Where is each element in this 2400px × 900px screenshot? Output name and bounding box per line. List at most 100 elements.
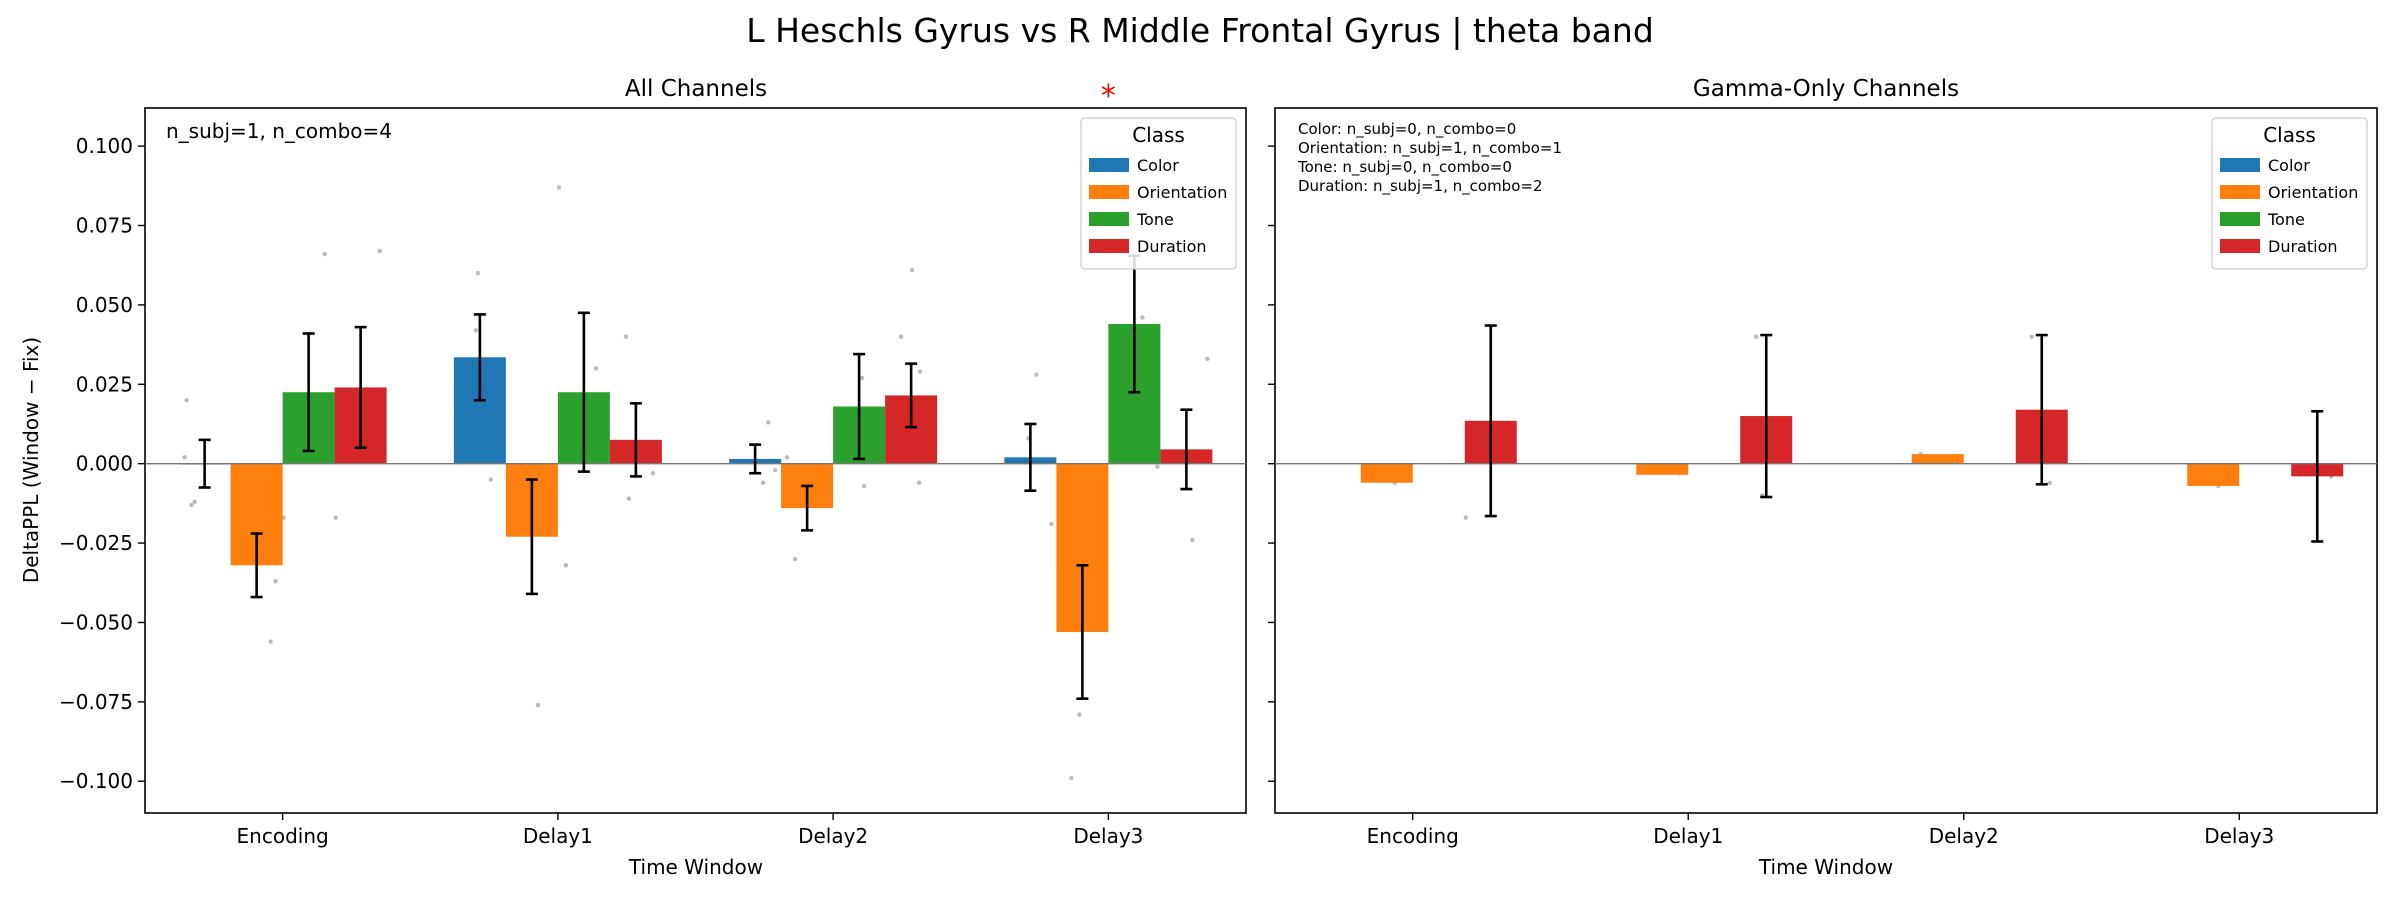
right-legend-swatch-tone bbox=[2220, 212, 2260, 226]
left-data-point bbox=[916, 480, 922, 485]
right-legend-title: Class bbox=[2263, 123, 2316, 147]
y-tick-label: 0.050 bbox=[76, 293, 133, 317]
left-x-tick-label: Delay1 bbox=[523, 824, 593, 848]
right-bar-orientation-delay2 bbox=[1911, 454, 1964, 464]
left-data-point bbox=[650, 471, 656, 476]
left-data-point bbox=[909, 267, 915, 273]
left-data-point bbox=[333, 515, 338, 520]
left-data-point bbox=[1190, 537, 1195, 543]
left-data-point bbox=[898, 334, 904, 339]
right-data-point bbox=[1463, 515, 1468, 520]
right-legend-swatch-duration bbox=[2220, 239, 2260, 253]
right-legend-swatch-color bbox=[2220, 158, 2260, 172]
left-data-point bbox=[535, 702, 541, 708]
left-data-point bbox=[189, 502, 194, 508]
y-tick-label: 0.075 bbox=[76, 214, 133, 238]
left-data-point bbox=[784, 455, 790, 460]
left-legend-swatch-orientation bbox=[1089, 185, 1129, 199]
significance-star: * bbox=[1101, 79, 1116, 114]
left-data-point bbox=[475, 270, 481, 276]
left-data-point bbox=[488, 477, 494, 482]
right-panel-title: Gamma-Only Channels bbox=[1693, 76, 1959, 102]
right-legend-label-orientation: Orientation bbox=[2268, 183, 2358, 202]
left-x-axis-label: Time Window bbox=[628, 855, 763, 879]
left-data-point bbox=[1077, 712, 1082, 717]
left-data-point bbox=[1140, 315, 1145, 320]
left-data-point bbox=[593, 366, 599, 371]
left-x-tick-label: Delay2 bbox=[798, 824, 868, 848]
left-data-point bbox=[917, 369, 923, 374]
left-legend-swatch-color bbox=[1089, 158, 1129, 172]
left-data-point bbox=[182, 455, 187, 460]
right-data-point bbox=[2047, 480, 2052, 485]
y-tick-label: −0.100 bbox=[59, 769, 133, 793]
left-data-point bbox=[760, 480, 766, 485]
left-panel-title: All Channels bbox=[625, 76, 767, 102]
right-annotation-line-3: Tone: n_subj=0, n_combo=0 bbox=[1297, 158, 1512, 177]
left-data-point bbox=[772, 467, 778, 473]
right-x-tick-label: Delay3 bbox=[2204, 824, 2274, 848]
left-legend-swatch-duration bbox=[1089, 239, 1129, 253]
left-data-point bbox=[377, 248, 382, 254]
y-tick-label: 0.025 bbox=[76, 372, 133, 396]
right-bar-orientation-encoding bbox=[1360, 463, 1413, 483]
left-data-point bbox=[626, 496, 632, 501]
right-panel: Encoding Delay1 Delay2 Delay3 Class Color Orie… bbox=[1268, 107, 2378, 848]
left-data-point bbox=[556, 185, 562, 190]
right-annotation-line-1: Color: n_subj=0, n_combo=0 bbox=[1298, 120, 1516, 139]
left-data-point bbox=[268, 639, 273, 644]
y-tick-label: −0.050 bbox=[59, 610, 133, 634]
left-data-point bbox=[859, 375, 865, 381]
y-tick-label: −0.075 bbox=[59, 690, 133, 714]
right-bar-orientation-delay1 bbox=[1636, 463, 1689, 475]
left-data-point bbox=[623, 334, 629, 339]
left-x-tick-label: Encoding bbox=[237, 824, 329, 848]
left-axes-frame bbox=[144, 107, 1247, 814]
right-legend-label-color: Color bbox=[2268, 156, 2310, 175]
y-tick-label: 0.000 bbox=[76, 452, 133, 476]
right-legend-label-duration: Duration bbox=[2268, 237, 2338, 256]
left-data-point bbox=[765, 420, 771, 425]
right-x-tick-label: Encoding bbox=[1367, 824, 1459, 848]
left-annotation: n_subj=1, n_combo=4 bbox=[166, 119, 392, 143]
right-annotation-line-2: Orientation: n_subj=1, n_combo=1 bbox=[1298, 139, 1562, 158]
right-legend-label-tone: Tone bbox=[2267, 210, 2305, 229]
right-x-tick-label: Delay2 bbox=[1929, 824, 1999, 848]
left-data-point bbox=[473, 328, 479, 333]
left-legend-box bbox=[1080, 117, 1237, 270]
right-legend-box bbox=[2211, 117, 2368, 270]
left-data-point bbox=[861, 483, 867, 489]
left-data-point bbox=[273, 578, 278, 584]
right-axes-frame bbox=[1274, 107, 2378, 814]
right-annotation-line-4: Duration: n_subj=1, n_combo=2 bbox=[1298, 177, 1543, 196]
left-legend-title: Class bbox=[1132, 123, 1185, 147]
right-x-tick-label: Delay1 bbox=[1653, 824, 1723, 848]
left-data-point bbox=[322, 251, 327, 257]
left-data-point bbox=[1155, 464, 1160, 470]
left-panel: −0.100 −0.075 −0.050 −0.025 0.000 0.025 0.050 0… bbox=[59, 79, 1247, 848]
right-legend-swatch-orientation bbox=[2220, 185, 2260, 199]
left-data-point bbox=[1049, 521, 1054, 527]
left-legend-label-color: Color bbox=[1137, 156, 1179, 175]
left-data-point bbox=[563, 563, 569, 568]
left-legend-label-tone: Tone bbox=[1136, 210, 1174, 229]
left-legend-label-orientation: Orientation bbox=[1137, 183, 1227, 202]
left-data-point bbox=[1034, 372, 1039, 377]
left-x-tick-label: Delay3 bbox=[1073, 824, 1143, 848]
right-data-point bbox=[2029, 334, 2034, 339]
right-data-point bbox=[1754, 334, 1759, 339]
left-legend-label-duration: Duration bbox=[1137, 237, 1207, 256]
y-tick-label: 0.100 bbox=[76, 134, 133, 158]
left-data-point bbox=[1069, 775, 1074, 781]
right-bar-orientation-delay3 bbox=[2187, 463, 2240, 486]
left-data-point bbox=[184, 397, 189, 403]
left-data-point bbox=[792, 556, 798, 562]
figure-title: L Heschls Gyrus vs R Middle Frontal Gyru… bbox=[746, 11, 1654, 50]
left-y-axis-label: DeltaPPL (Window − Fix) bbox=[19, 337, 43, 583]
right-x-axis-label: Time Window bbox=[1758, 855, 1893, 879]
left-data-point bbox=[1205, 356, 1210, 362]
left-legend-swatch-tone bbox=[1089, 212, 1129, 226]
left-data-point bbox=[192, 499, 197, 504]
y-tick-label: −0.025 bbox=[59, 531, 133, 555]
